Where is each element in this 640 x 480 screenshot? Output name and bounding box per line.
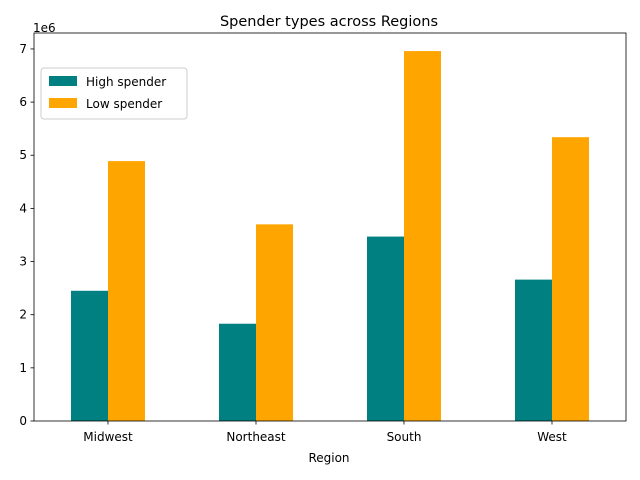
x-tick-label: West bbox=[537, 430, 567, 444]
bars-group bbox=[71, 51, 589, 422]
y-tick-label: 3 bbox=[19, 255, 27, 269]
x-tick-label: South bbox=[387, 430, 422, 444]
y-tick-label: 0 bbox=[19, 414, 27, 428]
legend-box bbox=[40, 67, 188, 120]
bar-high-spender-south bbox=[367, 236, 404, 421]
bar-low-spender-west bbox=[552, 137, 589, 421]
legend-swatch bbox=[49, 98, 77, 108]
x-axis-label: Region bbox=[308, 451, 349, 465]
legend-label: Low spender bbox=[86, 97, 162, 111]
plot-frame bbox=[33, 32, 627, 422]
x-tick-label: Northeast bbox=[226, 430, 286, 444]
y-tick-label: 2 bbox=[19, 308, 27, 322]
y-tick-label: 5 bbox=[19, 148, 27, 162]
x-axis: Midwest Northeast South West bbox=[83, 421, 567, 444]
legend: High spender Low spender bbox=[40, 67, 188, 120]
y-tick-label: 7 bbox=[19, 42, 27, 56]
bar-low-spender-south bbox=[404, 51, 441, 422]
legend-label: High spender bbox=[86, 75, 166, 89]
y-tick-label: 6 bbox=[19, 95, 27, 109]
legend-swatch bbox=[49, 76, 77, 86]
y-tick-label: 1 bbox=[19, 361, 27, 375]
x-tick-label: Midwest bbox=[83, 430, 133, 444]
chart-title: Spender types across Regions bbox=[220, 14, 438, 30]
y-offset-label: 1e6 bbox=[33, 21, 56, 35]
y-tick-label: 4 bbox=[19, 201, 27, 215]
bar-high-spender-west bbox=[515, 279, 552, 421]
y-axis: 0 1 2 3 4 5 6 7 bbox=[19, 42, 34, 428]
bar-low-spender-northeast bbox=[256, 224, 293, 421]
bar-high-spender-midwest bbox=[71, 290, 108, 421]
bar-low-spender-midwest bbox=[108, 161, 145, 422]
bar-high-spender-northeast bbox=[219, 323, 256, 421]
